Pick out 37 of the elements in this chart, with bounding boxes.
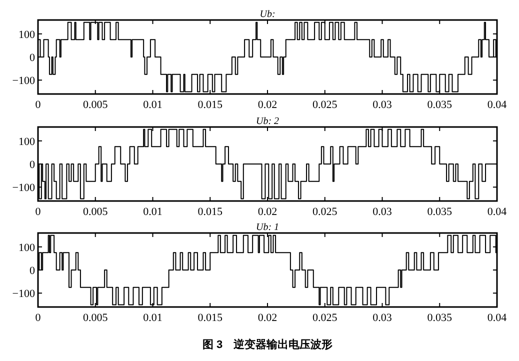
y-tick-label: 0 bbox=[30, 265, 36, 277]
x-tick-label: 0.03 bbox=[372, 312, 392, 324]
x-tick-label: 0.01 bbox=[143, 99, 162, 111]
x-tick-label: 0.01 bbox=[143, 206, 162, 218]
chart-title: Ub: bbox=[260, 9, 276, 20]
x-tick-label: 0.005 bbox=[83, 99, 108, 111]
x-tick-label: 0.04 bbox=[487, 99, 508, 111]
y-tick-label: 100 bbox=[18, 28, 36, 41]
x-tick-label: 0.025 bbox=[312, 206, 338, 218]
caption: 图 3 逆变器输出电压波形 bbox=[202, 338, 333, 351]
x-tick-label: 0.03 bbox=[372, 206, 392, 218]
y-tick-label: 0 bbox=[30, 159, 36, 171]
y-tick-label: 100 bbox=[18, 242, 36, 254]
x-tick-label: 0.02 bbox=[258, 206, 278, 218]
x-tick-label: 0.035 bbox=[427, 312, 452, 324]
y-tick-label: 100 bbox=[18, 136, 36, 148]
chart-title: Ub: 2 bbox=[256, 116, 280, 127]
y-tick-label: −100 bbox=[12, 75, 36, 88]
x-tick-label: 0.01 bbox=[143, 312, 162, 324]
x-tick-label: 0.04 bbox=[487, 206, 508, 218]
y-tick-label: −100 bbox=[12, 182, 36, 194]
x-tick-label: 0.025 bbox=[312, 99, 338, 111]
x-tick-label: 0.015 bbox=[198, 206, 223, 218]
x-tick-label: 0.04 bbox=[487, 312, 508, 324]
x-tick-label: 0.03 bbox=[372, 99, 392, 111]
x-tick-label: 0.005 bbox=[83, 206, 108, 218]
chart-title: Ub: 1 bbox=[256, 222, 280, 233]
x-tick-label: 0.02 bbox=[258, 312, 278, 324]
x-tick-label: 0.035 bbox=[427, 99, 452, 111]
y-tick-label: 0 bbox=[30, 52, 36, 64]
x-tick-label: 0.02 bbox=[258, 99, 278, 111]
x-tick-label: 0.025 bbox=[312, 312, 338, 324]
x-tick-label: 0.015 bbox=[198, 99, 223, 111]
y-tick-label: −100 bbox=[12, 288, 36, 300]
x-tick-label: 0.005 bbox=[83, 312, 108, 324]
x-tick-label: 0.015 bbox=[198, 312, 223, 324]
x-tick-label: 0.035 bbox=[427, 206, 452, 218]
